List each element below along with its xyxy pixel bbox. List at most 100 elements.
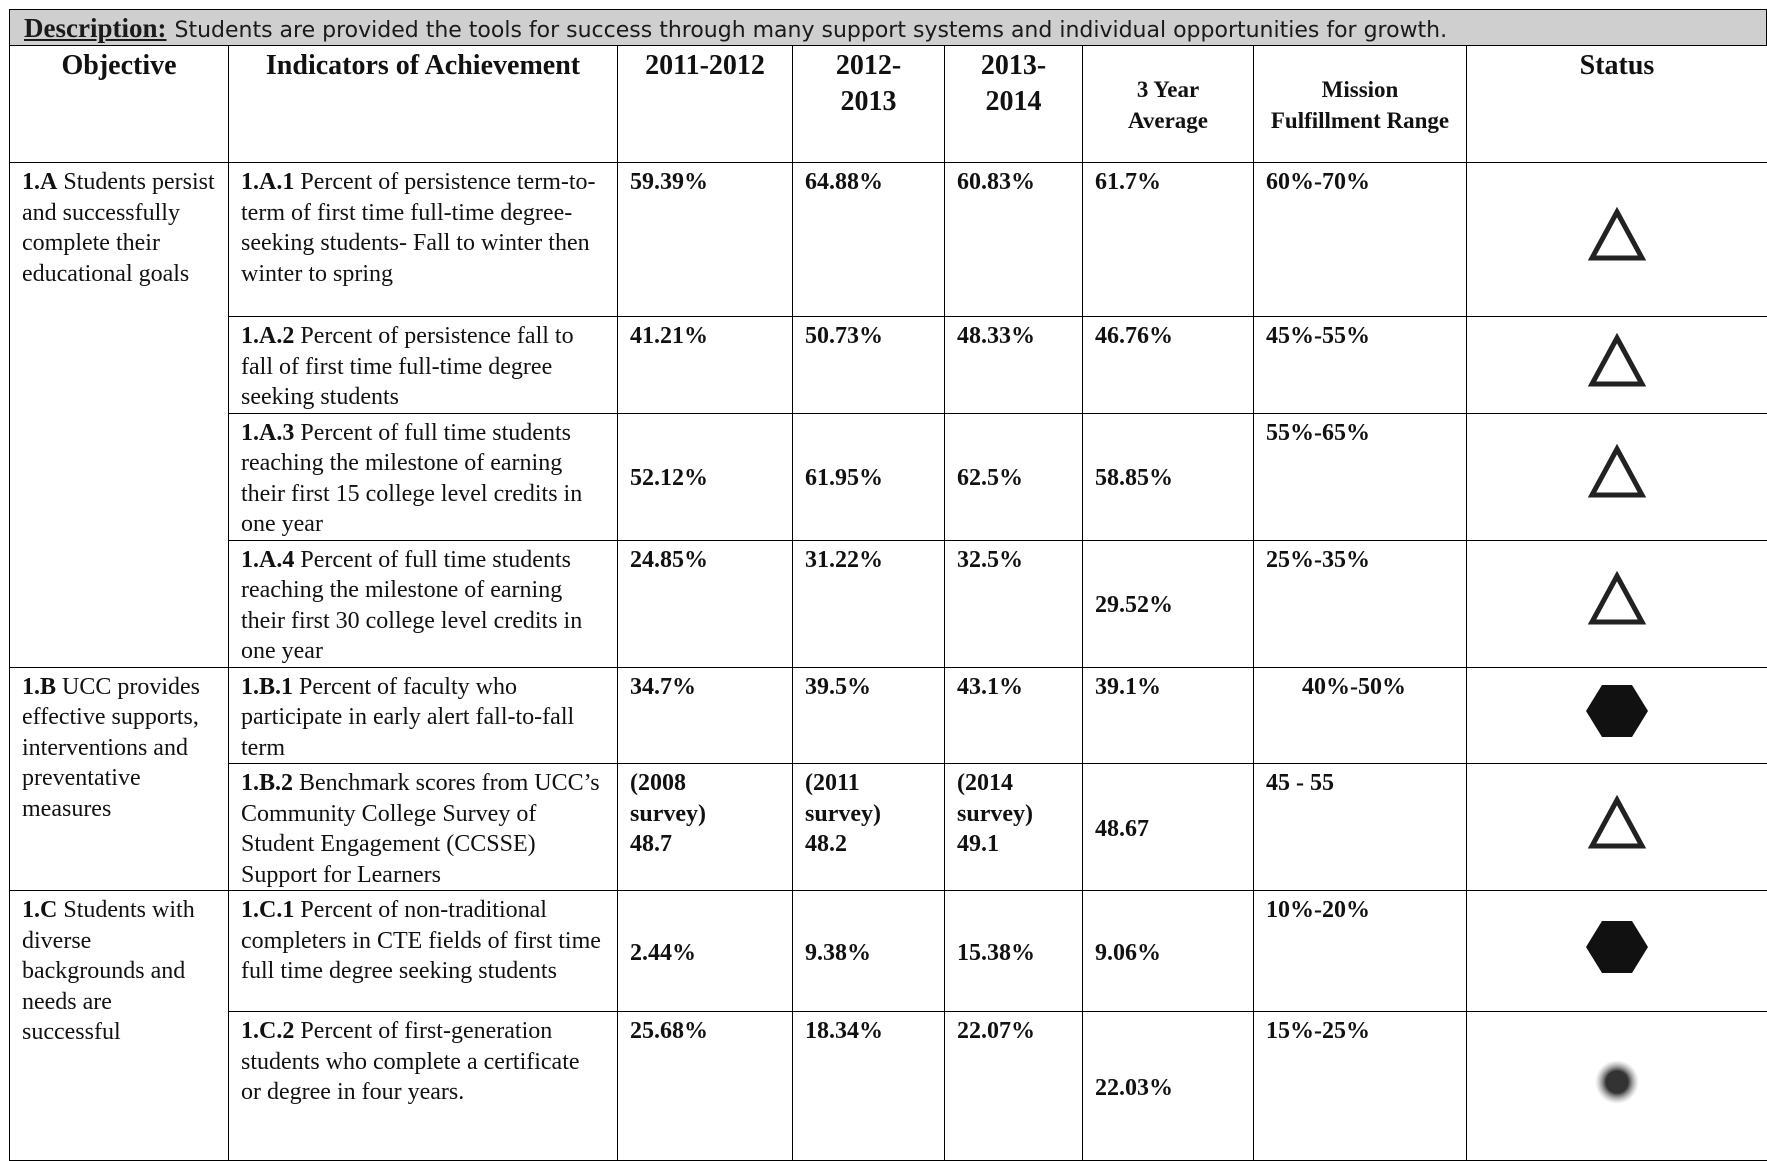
year-value: 2.44% (618, 891, 793, 1012)
year-value: (2008 survey) 48.7 (618, 764, 793, 891)
year-value: 32.5% (945, 540, 1083, 667)
average-value: 22.03% (1083, 1012, 1254, 1161)
range-value: 45 - 55 (1254, 764, 1467, 891)
range-value: 55%-65% (1254, 413, 1467, 540)
objective-id: 1.B (22, 674, 56, 700)
year-value: 34.7% (618, 667, 793, 764)
objective-cell: 1.A Students persist and successfully co… (10, 163, 229, 668)
status-cell (1467, 540, 1767, 667)
average-value: 61.7% (1083, 163, 1254, 317)
year-value: 48.33% (945, 317, 1083, 414)
indicator-cell: 1.A.4 Percent of full time students reac… (229, 540, 618, 667)
objective-cell: 1.C Students with diverse backgrounds an… (10, 891, 229, 1161)
objective-id: 1.C (22, 897, 57, 923)
indicator-row: 1.B UCC provides effective supports, int… (10, 667, 1767, 764)
average-value: 46.76% (1083, 317, 1254, 414)
status-cell (1467, 163, 1767, 317)
indicator-row: 1.A.4 Percent of full time students reac… (10, 540, 1767, 667)
indicator-row: 1.A.2 Percent of persistence fall to fal… (10, 317, 1767, 414)
range-value: 45%-55% (1254, 317, 1467, 414)
year-value: 22.07% (945, 1012, 1083, 1161)
indicator-cell: 1.C.2 Percent of first-generation studen… (229, 1012, 618, 1161)
indicator-id: 1.A.2 (241, 323, 294, 349)
status-cell (1467, 667, 1767, 764)
year-value: 41.21% (618, 317, 793, 414)
column-header: Objective (10, 46, 229, 163)
indicator-text: Percent of persistence term-to-term of f… (241, 169, 596, 287)
indicator-row: 1.A Students persist and successfully co… (10, 163, 1767, 317)
status-icon (1584, 919, 1650, 975)
status-cell (1467, 891, 1767, 1012)
status-cell (1467, 1012, 1767, 1161)
year-value: 18.34% (793, 1012, 945, 1161)
indicator-cell: 1.B.1 Percent of faculty who participate… (229, 667, 618, 764)
indicator-cell: 1.A.2 Percent of persistence fall to fal… (229, 317, 618, 414)
indicator-id: 1.A.1 (241, 169, 294, 195)
status-cell (1467, 764, 1767, 891)
indicator-text: Percent of non-traditional completers in… (241, 897, 601, 984)
column-header: Indicators of Achievement (229, 46, 618, 163)
year-value: 31.22% (793, 540, 945, 667)
column-header: 2011-2012 (618, 46, 793, 163)
year-value: 52.12% (618, 413, 793, 540)
indicator-cell: 1.C.1 Percent of non-traditional complet… (229, 891, 618, 1012)
indicator-id: 1.B.2 (241, 770, 293, 796)
year-value: 9.38% (793, 891, 945, 1012)
status-icon (1587, 571, 1647, 627)
year-value: 39.5% (793, 667, 945, 764)
year-value: 64.88% (793, 163, 945, 317)
status-icon (1587, 207, 1647, 263)
indicator-id: 1.C.2 (241, 1018, 294, 1044)
range-value: 15%-25% (1254, 1012, 1467, 1161)
average-value: 39.1% (1083, 667, 1254, 764)
status-cell (1467, 317, 1767, 414)
indicator-id: 1.C.1 (241, 897, 294, 923)
year-value: 50.73% (793, 317, 945, 414)
status-icon (1587, 444, 1647, 500)
description-label: Description: (24, 13, 166, 43)
indicator-row: 1.A.3 Percent of full time students reac… (10, 413, 1767, 540)
year-value: 25.68% (618, 1012, 793, 1161)
year-value: 59.39% (618, 163, 793, 317)
indicator-cell: 1.B.2 Benchmark scores from UCC’s Commun… (229, 764, 618, 891)
indicator-cell: 1.A.3 Percent of full time students reac… (229, 413, 618, 540)
year-value: 15.38% (945, 891, 1083, 1012)
document: Description: Students are provided the to… (9, 9, 1767, 1161)
indicator-row: 1.C Students with diverse backgrounds an… (10, 891, 1767, 1012)
indicator-text: Benchmark scores from UCC’s Community Co… (241, 770, 600, 888)
status-icon (1584, 683, 1650, 739)
column-header: 2012- 2013 (793, 46, 945, 163)
year-value: 24.85% (618, 540, 793, 667)
average-value: 29.52% (1083, 540, 1254, 667)
status-cell (1467, 413, 1767, 540)
indicator-row: 1.C.2 Percent of first-generation studen… (10, 1012, 1767, 1161)
column-header: Mission Fulfillment Range (1254, 46, 1467, 163)
column-header: 3 Year Average (1083, 46, 1254, 163)
description-text: Students are provided the tools for succ… (174, 18, 1447, 43)
objective-id: 1.A (22, 169, 57, 195)
average-value: 58.85% (1083, 413, 1254, 540)
average-value: 9.06% (1083, 891, 1254, 1012)
range-value: 10%-20% (1254, 891, 1467, 1012)
range-value: 40%-50% (1254, 667, 1467, 764)
indicator-cell: 1.A.1 Percent of persistence term-to-ter… (229, 163, 618, 317)
indicator-id: 1.A.4 (241, 547, 294, 573)
average-value: 48.67 (1083, 764, 1254, 891)
indicator-id: 1.B.1 (241, 674, 293, 700)
year-value: (2014 survey) 49.1 (945, 764, 1083, 891)
range-value: 25%-35% (1254, 540, 1467, 667)
status-icon (1594, 1059, 1640, 1105)
indicator-row: 1.B.2 Benchmark scores from UCC’s Commun… (10, 764, 1767, 891)
year-value: 43.1% (945, 667, 1083, 764)
year-value: 60.83% (945, 163, 1083, 317)
description-bar: Description: Students are provided the to… (9, 9, 1767, 45)
range-value: 60%-70% (1254, 163, 1467, 317)
column-header: Status (1467, 46, 1767, 163)
status-icon (1587, 333, 1647, 389)
column-header: 2013- 2014 (945, 46, 1083, 163)
indicator-id: 1.A.3 (241, 420, 294, 446)
year-value: 61.95% (793, 413, 945, 540)
